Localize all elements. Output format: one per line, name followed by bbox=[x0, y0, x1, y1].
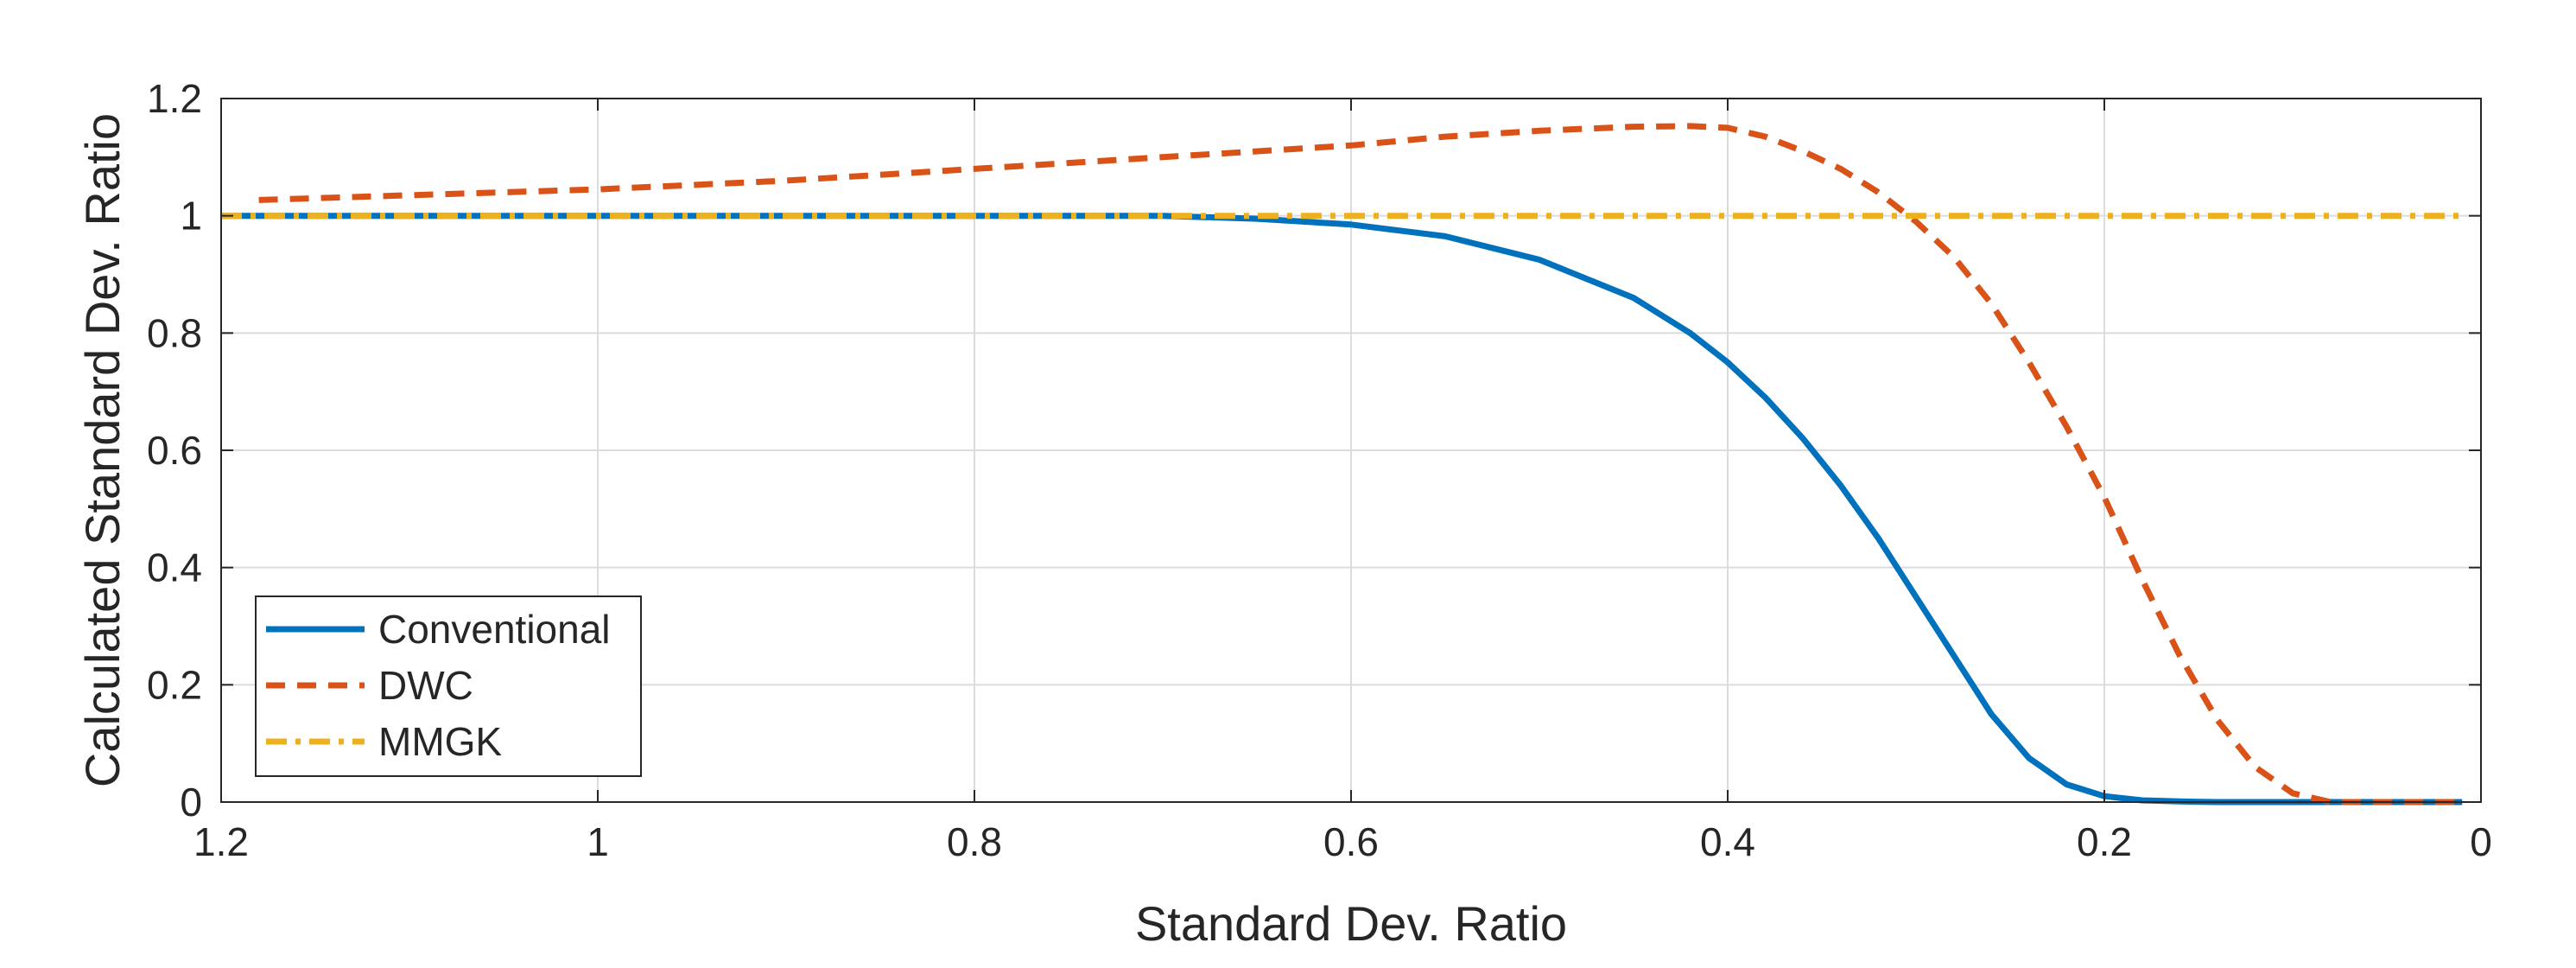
y-tick-label-0: 0 bbox=[180, 780, 202, 825]
plot-series bbox=[221, 123, 2463, 806]
y-tick-labels: 0 0.2 0.4 0.6 0.8 1 1.2 bbox=[147, 76, 202, 825]
y-tick-label-0-2: 0.2 bbox=[147, 662, 202, 707]
x-tick-label-0-2: 0.2 bbox=[2077, 819, 2132, 864]
x-tick-label-1: 1 bbox=[587, 819, 609, 864]
x-tick-labels: 1.2 1 0.8 0.6 0.4 0.2 0 bbox=[194, 819, 2492, 864]
y-tick-label-1-2: 1.2 bbox=[147, 76, 202, 121]
y-tick-label-0-6: 0.6 bbox=[147, 428, 202, 473]
series-line-dwc bbox=[258, 123, 2463, 806]
y-axis-label: Calculated Standard Dev. Ratio bbox=[75, 113, 130, 787]
tick-marks bbox=[220, 98, 2482, 803]
x-tick-label-0-6: 0.6 bbox=[1323, 819, 1379, 864]
legend-label-mmgk: MMGK bbox=[378, 719, 502, 764]
legend-label-dwc: DWC bbox=[378, 663, 473, 708]
x-tick-label-0-4: 0.4 bbox=[1700, 819, 1755, 864]
y-tick-label-0-8: 0.8 bbox=[147, 310, 202, 355]
y-tick-label-1: 1 bbox=[180, 194, 202, 239]
legend-label-conventional: Conventional bbox=[378, 607, 611, 652]
y-tick-label-0-4: 0.4 bbox=[147, 545, 202, 590]
x-axis-label: Standard Dev. Ratio bbox=[1135, 896, 1567, 951]
x-tick-label-1-2: 1.2 bbox=[194, 819, 249, 864]
x-tick-label-0-8: 0.8 bbox=[947, 819, 1002, 864]
legend: Conventional DWC MMGK bbox=[255, 595, 642, 777]
x-tick-label-0: 0 bbox=[2470, 819, 2492, 864]
